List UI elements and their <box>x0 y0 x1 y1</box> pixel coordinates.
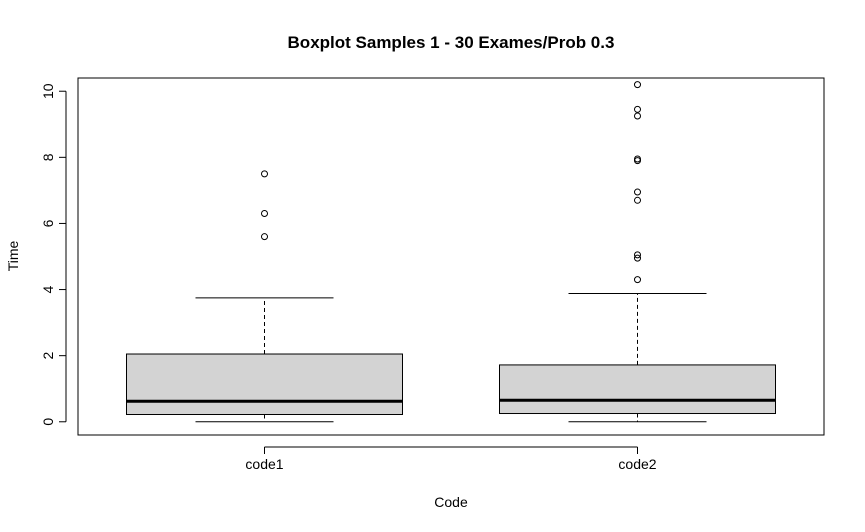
outlier-point <box>634 105 641 113</box>
outlier-point <box>261 233 268 241</box>
outlier-point <box>634 251 641 259</box>
chart-title: Boxplot Samples 1 - 30 Exames/Prob 0.3 <box>288 33 615 52</box>
box-code1 <box>126 170 403 423</box>
y-tick-label: 4 <box>40 285 56 293</box>
x-tick-label: code1 <box>245 456 283 472</box>
y-tick-label: 6 <box>40 219 56 227</box>
iqr-box <box>126 353 403 416</box>
y-tick-label: 0 <box>40 418 56 426</box>
x-tick-label: code2 <box>618 456 656 472</box>
outlier-point <box>634 81 641 89</box>
y-tick-label: 8 <box>40 153 56 161</box>
y-axis-label: Time <box>5 240 21 271</box>
x-axis: code1 code2 <box>245 446 657 472</box>
y-tick-label: 2 <box>40 352 56 360</box>
outlier-point <box>634 254 641 262</box>
iqr-box <box>499 364 776 415</box>
outlier-point <box>634 276 641 284</box>
outlier-point <box>634 196 641 204</box>
plot-frame <box>77 77 825 436</box>
outlier-point <box>261 170 268 178</box>
box-code2 <box>499 81 776 423</box>
outlier-point <box>261 210 268 218</box>
outlier-point <box>634 188 641 196</box>
x-axis-label: Code <box>434 494 468 510</box>
y-axis: 0 2 4 6 8 10 <box>40 83 67 426</box>
outlier-point <box>634 112 641 120</box>
outlier-point <box>634 155 641 163</box>
boxes <box>126 81 776 423</box>
y-tick-label: 10 <box>40 83 56 99</box>
